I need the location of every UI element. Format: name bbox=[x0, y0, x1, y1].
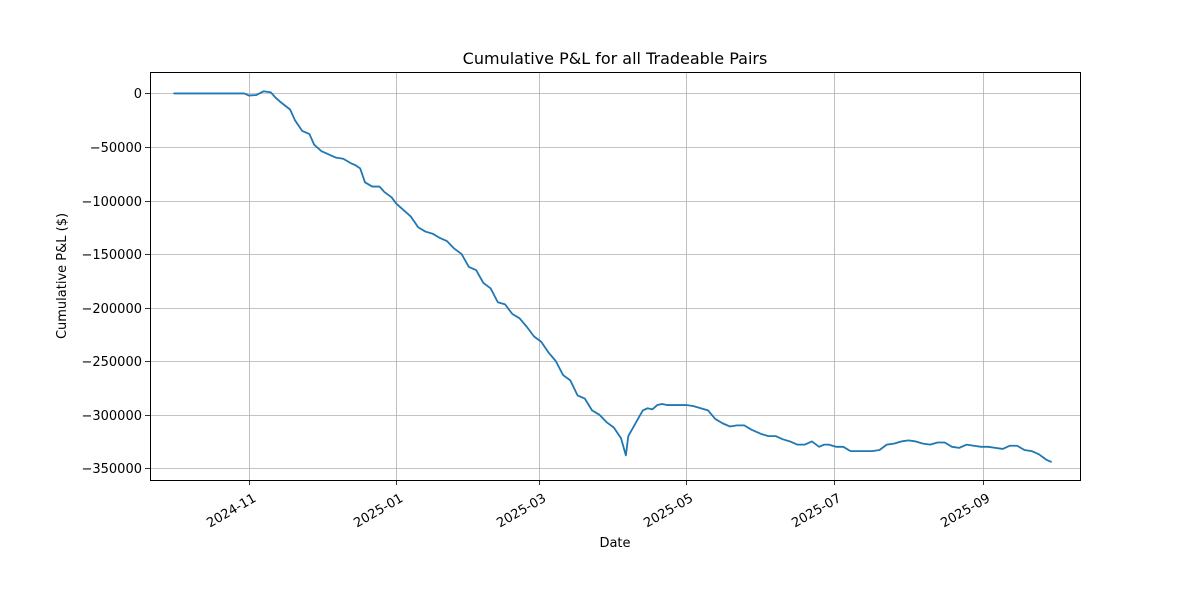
y-tick-label: −250000 bbox=[81, 355, 142, 370]
chart-title: Cumulative P&L for all Tradeable Pairs bbox=[463, 49, 768, 68]
y-tick-label: −200000 bbox=[81, 302, 142, 317]
y-tick-label: −150000 bbox=[81, 248, 142, 263]
y-axis-ticks: 0 −50000 −100000 −150000 −200000 −250000 −3000… bbox=[81, 87, 150, 477]
pnl-series-line bbox=[173, 90, 1052, 463]
y-tick-label: −100000 bbox=[81, 195, 142, 210]
y-tick-label: −350000 bbox=[81, 462, 142, 477]
y-tick-label: −300000 bbox=[81, 409, 142, 424]
series-layer bbox=[173, 90, 1052, 463]
x-axis-label: Date bbox=[599, 536, 630, 551]
y-tick-label: 0 bbox=[134, 87, 142, 102]
y-axis-label: Cumulative P&L ($) bbox=[55, 213, 70, 339]
y-tick-label: −50000 bbox=[90, 141, 142, 156]
grid-lines bbox=[150, 72, 1080, 480]
plot-frame bbox=[150, 72, 1081, 481]
